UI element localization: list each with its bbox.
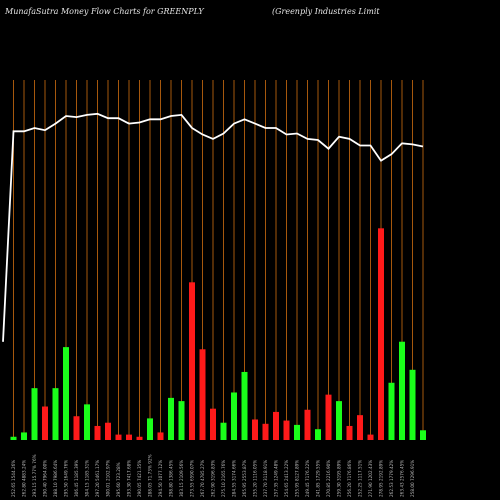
x-tick-label: 254.65 2413.22% <box>284 460 289 497</box>
x-tick-label: 262.80 4883.24% <box>22 460 27 497</box>
x-tick-label: 258.00 7296.91% <box>410 460 415 497</box>
inflow-bar <box>10 436 17 440</box>
inflow-bar <box>63 347 69 440</box>
inflow-bar <box>241 371 248 440</box>
outflow-bar <box>262 423 269 440</box>
inflow-bar <box>336 401 342 440</box>
x-tick-label: 293.30 7417.68% <box>127 460 132 497</box>
x-tick-label: 252.65 1544.26% <box>11 460 16 497</box>
outflow-bar <box>367 434 374 440</box>
x-tick-label: 263.43 2576.45% <box>400 460 405 497</box>
outflow-bar <box>252 419 258 440</box>
inflow-bar <box>178 401 185 440</box>
outflow-bar <box>105 422 111 440</box>
outflow-bar <box>378 228 384 440</box>
x-tick-label: 298.80 1386.45% <box>169 460 174 497</box>
x-tick-label: 284.55 3174.66% <box>232 460 237 497</box>
inflow-bar <box>315 429 321 440</box>
inflow-bar <box>294 424 300 440</box>
outflow-bar <box>357 415 363 440</box>
x-tick-label: 271.90 1202.43% <box>368 460 373 497</box>
inflow-bar <box>168 397 174 440</box>
inflow-bar <box>220 422 227 440</box>
x-tick-label: 241.85 1729.55% <box>316 460 321 497</box>
chart-title: MunafaSutra Money Flow Charts for GREENP… <box>5 7 204 16</box>
x-tick-label: 252.25 1117.51% <box>358 460 363 497</box>
outflow-bar <box>157 432 164 440</box>
outflow-bar <box>210 408 216 440</box>
inflow-bar <box>420 430 426 440</box>
x-tick-label: 295.50 1649.76% <box>64 460 69 497</box>
outflow-bar <box>42 406 48 440</box>
x-tick-label: 295.60 723.28% <box>116 462 121 497</box>
inflow-bar <box>84 404 90 440</box>
outflow-bar <box>346 425 353 440</box>
company-name: (Greenply Industries Limit <box>272 7 380 16</box>
x-tick-label: 304.15 1185.31% <box>85 460 90 497</box>
x-tick-label: 255.20 1116.05% <box>253 460 258 497</box>
inflow-bar <box>147 418 153 440</box>
inflow-bar <box>231 392 237 440</box>
outflow-bar <box>136 436 143 440</box>
x-tick-label: 256.20 7176.86% <box>347 460 352 497</box>
outflow-bar <box>325 394 332 440</box>
x-tick-label: 267.70 4785.27% <box>200 460 205 497</box>
x-tick-label: 288.10 7986.64% <box>53 460 58 497</box>
x-tick-label: 237.70 3118.91% <box>263 460 268 497</box>
outflow-bar <box>304 409 311 440</box>
x-tick-label: 278.95 2192.89% <box>379 460 384 497</box>
outflow-bar <box>126 434 132 440</box>
outflow-bar <box>94 425 101 440</box>
x-tick-label: 255.95 8127.89% <box>295 460 300 497</box>
inflow-bar <box>399 341 405 440</box>
x-tick-label: 300.01 2102.97% <box>106 460 111 497</box>
outflow-bar <box>73 416 80 440</box>
x-tick-label: 297.20 5461.17% <box>95 460 100 497</box>
outflow-bar <box>189 282 195 440</box>
x-tick-label: 294.50 1077.12% <box>158 460 163 497</box>
x-tick-label: 288.05 71.73% 92% <box>148 454 153 497</box>
outflow-bar <box>199 349 206 440</box>
x-tick-label: 290.05 7421.35% <box>137 460 142 497</box>
x-tick-label: 303.15 2109.56% <box>179 460 184 497</box>
inflow-bar <box>409 369 416 440</box>
x-tick-label: 265.95 2553.87% <box>242 460 247 497</box>
price-line <box>2 112 424 342</box>
x-tick-label: 259.30 3195.89% <box>337 460 342 497</box>
x-tick-label: 273.55 6590.07% <box>190 460 195 497</box>
x-tick-label: 249.45 7176.22% <box>305 460 310 497</box>
outflow-bar <box>115 434 122 440</box>
x-tick-label: 290.40 7964.00% <box>43 460 48 497</box>
x-tick-label: 306.45 1185.39% <box>74 460 79 497</box>
x-tick-label: 257.35 1249.48% <box>274 460 279 497</box>
x-tick-label: 293.15 15.77% 76% <box>32 454 37 497</box>
x-tick-label: 270.85 2216.90% <box>326 460 331 497</box>
outflow-bar <box>273 411 279 440</box>
inflow-bar <box>388 382 395 440</box>
outflow-bar <box>283 420 290 440</box>
inflow-bar <box>31 388 38 440</box>
x-tick-label: 275.10 2165.76% <box>221 460 226 497</box>
x-tick-label: 262.90 3196.83% <box>211 460 216 497</box>
inflow-bar <box>52 388 59 440</box>
inflow-bar <box>21 432 27 440</box>
x-tick-label: 262.53 1779.42% <box>389 460 394 497</box>
